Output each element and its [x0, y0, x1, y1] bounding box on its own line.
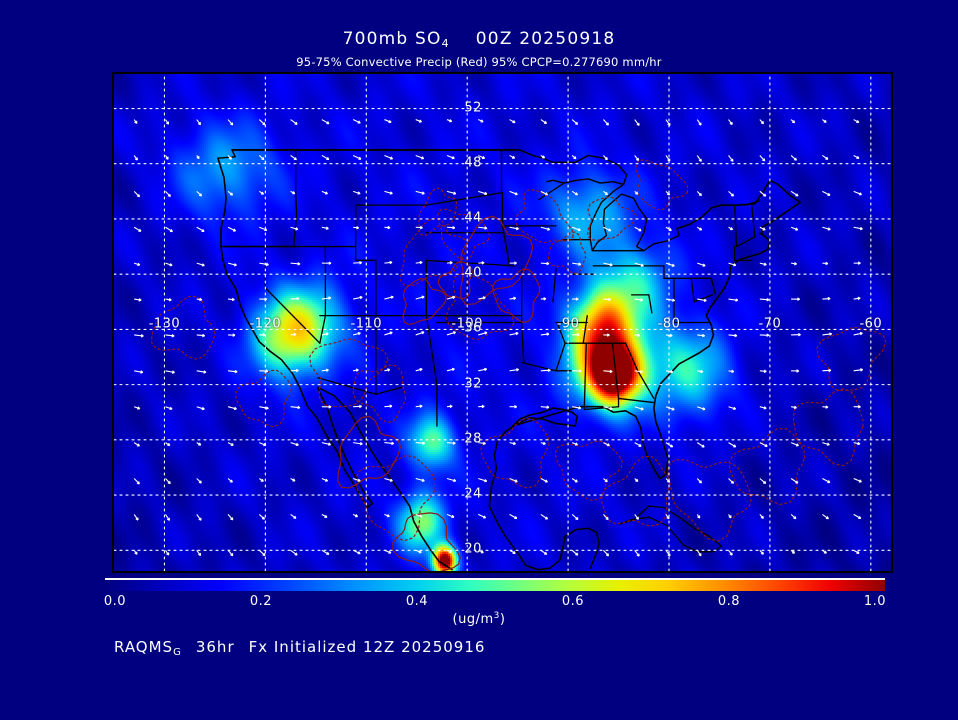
colorbar-tick-label: 0.0 — [103, 594, 127, 609]
colorbar-gradient — [105, 580, 885, 591]
forecast-lead-time: 36hr — [195, 638, 235, 656]
model-run-caption: RAQMSG 36hr Fx Initialized 12Z 20250916 — [114, 638, 485, 658]
colorbar-tick-label: 1.0 — [863, 594, 887, 609]
colorbar-tick-label: 0.6 — [561, 594, 585, 609]
map-panel[interactable] — [112, 72, 893, 573]
plot-title-valid-time: 00Z 20250918 — [475, 29, 616, 49]
plot-subtitle: 95-75% Convective Precip (Red) 95% CPCP=… — [296, 55, 662, 69]
colorbar-tick-label: 0.2 — [249, 594, 273, 609]
model-name-subscript: G — [173, 647, 182, 658]
forecast-init-time: Fx Initialized 12Z 20250916 — [248, 638, 486, 656]
colorbar — [105, 578, 885, 591]
so4-concentration-heatmap — [114, 74, 891, 571]
plot-title-subscript: 4 — [441, 37, 450, 50]
plot-title: 700mb SO4 00Z 20250918 — [0, 29, 958, 50]
colorbar-top-rule — [105, 578, 885, 580]
colorbar-tick-label: 0.8 — [717, 594, 741, 609]
plot-title-field: 700mb SO — [342, 29, 442, 49]
colorbar-units-label: (ug/m3) — [452, 611, 506, 627]
colorbar-tick-label: 0.4 — [405, 594, 429, 609]
model-name: RAQMS — [114, 638, 174, 656]
